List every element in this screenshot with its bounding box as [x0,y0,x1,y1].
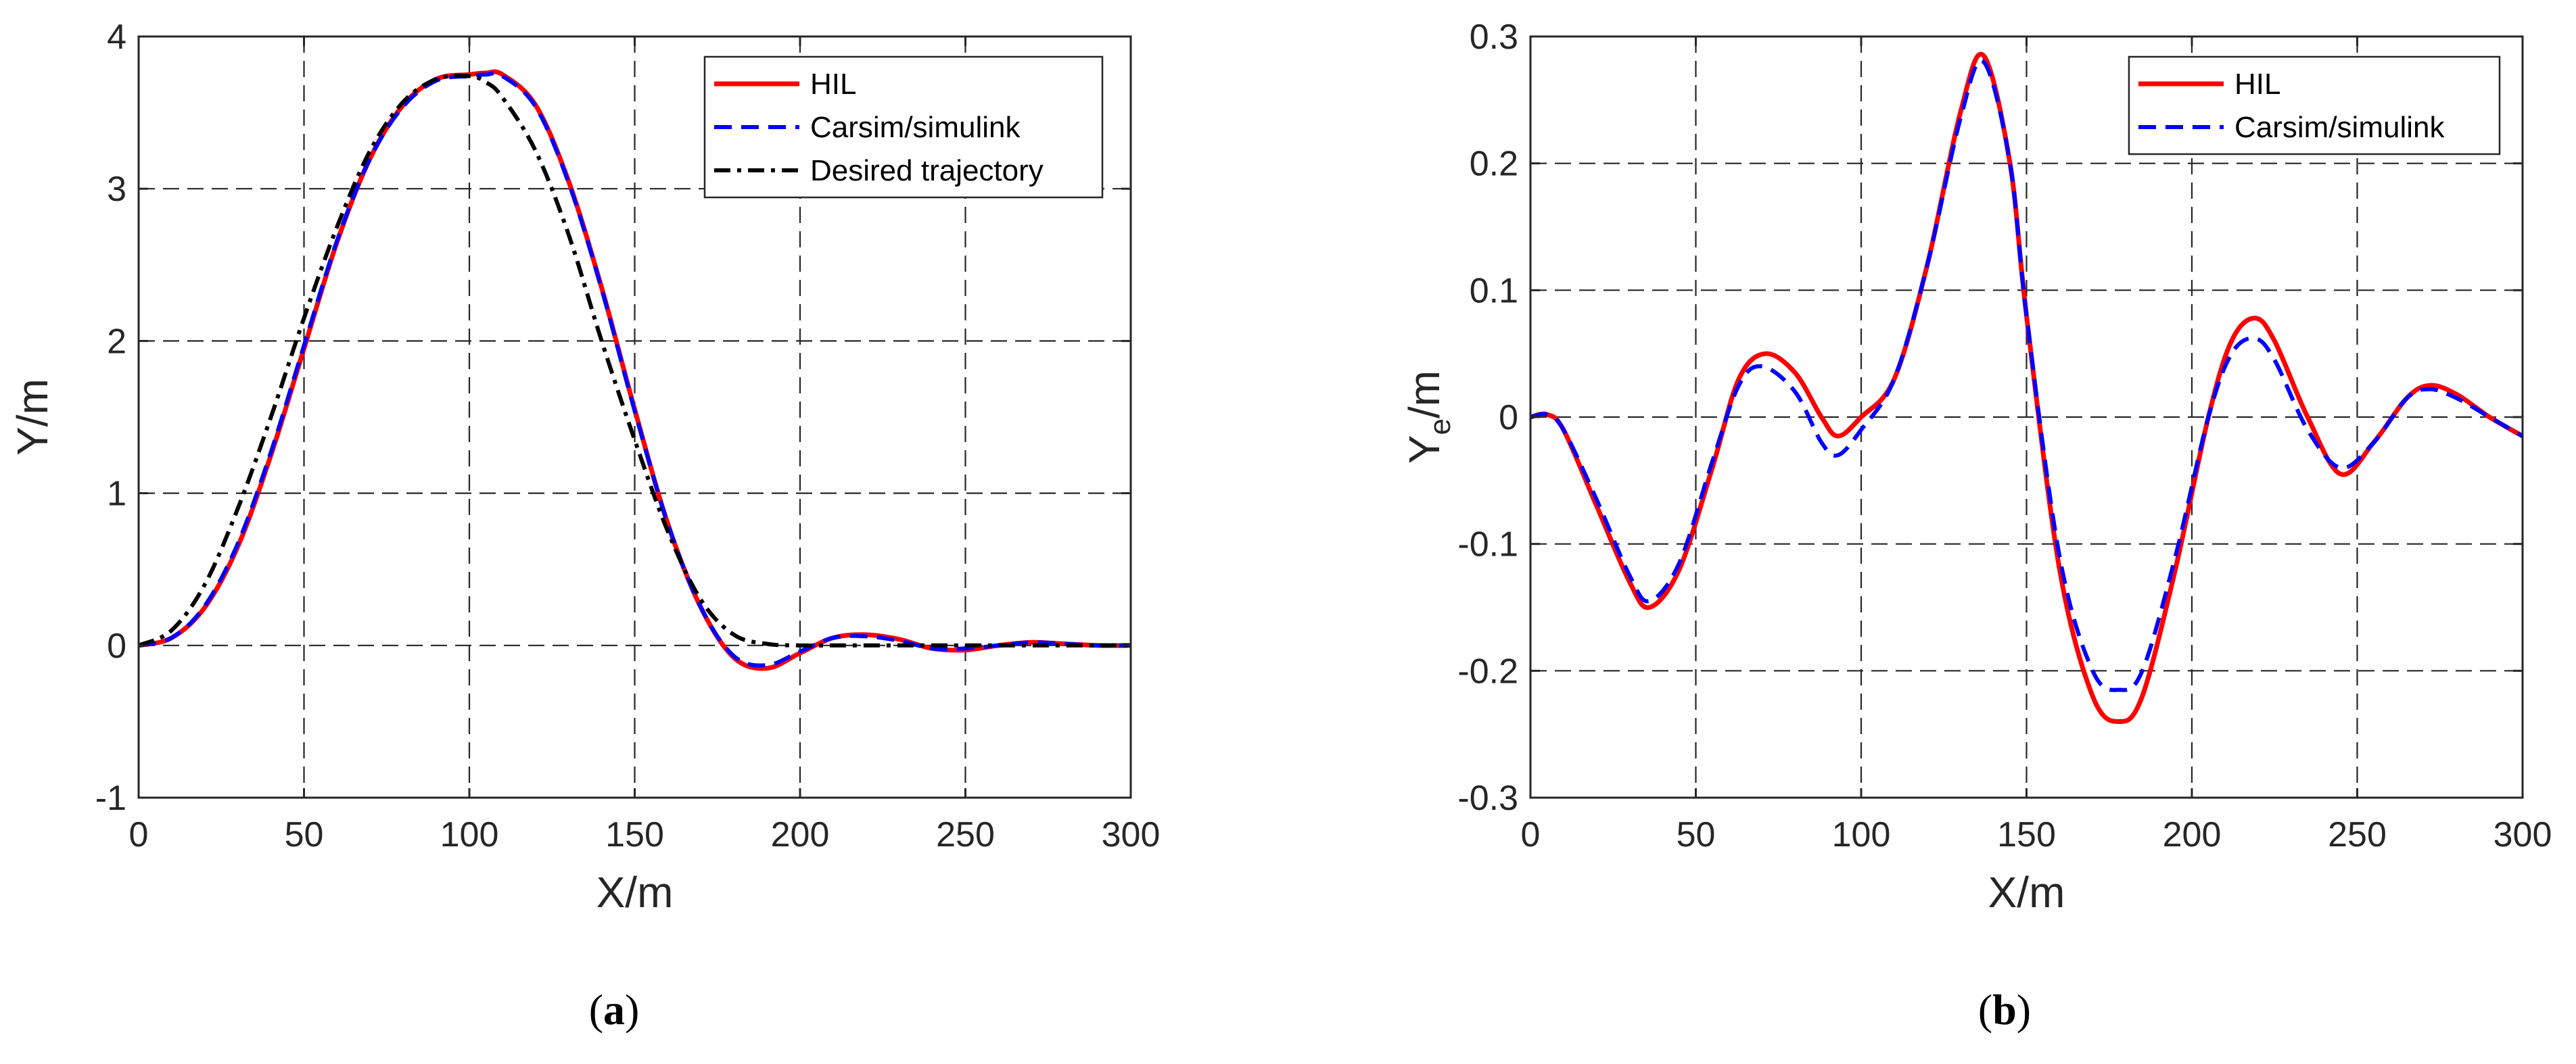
panel-b-chart: 0 50 100 150 200 250 300 -0.3 -0.2 -0.1 0 0.1 0.2 0.3… [1400,18,2552,1034]
panel-a-legend-label-0: HIL [810,68,856,101]
panel-a-x-tick-label: 100 [440,815,499,854]
panel-b-x-tick-label: 300 [2493,815,2552,854]
panel-b-caption: (b) [1978,986,2031,1034]
panel-b-y-axis-label-unit: /m [1400,370,1449,418]
panel-b-y-axis-label-main: Y [1400,435,1449,464]
panel-a-x-tick-label: 300 [1102,815,1161,854]
panel-b-y-tick-label: 0.3 [1470,18,1518,57]
panel-a-caption: (a) [589,986,640,1034]
panel-b-y-tick-label: 0.2 [1470,145,1518,184]
panel-a-series-line-1 [139,71,1131,668]
panel-b-x-tick-label: 150 [1997,815,2056,854]
panel-b-legend-label-0: HIL [2234,68,2280,101]
panel-b-y-tick-label: 0.1 [1470,271,1518,310]
panel-b-y-tick-label: -0.1 [1457,525,1518,564]
panel-a-y-tick-label: 4 [107,18,126,57]
panel-b-x-tick-label: 100 [1832,815,1891,854]
panel-a-legend: HIL Carsim/simulink Desired trajectory [703,55,1104,199]
panel-a-x-tick-label: 0 [129,815,149,854]
panel-a-x-tick-label: 200 [771,815,830,854]
panel-a-legend-label-1: Carsim/simulink [810,111,1021,144]
panel-a-series-line-2 [139,73,1131,648]
panel-a-y-axis-label: Y/m [8,379,57,456]
panel-b-y-axis-label-subscript: e [1424,418,1457,435]
panel-a-x-tick-label: 250 [936,815,995,854]
panel-b-legend: HIL Carsim/simulink [2128,55,2501,155]
panel-a-y-tick-label: 2 [107,322,126,361]
panel-a-y-tick-label: 1 [107,475,126,514]
panel-b-y-axis-label: Ye/m [1400,370,1457,464]
panel-b-x-axis-label: X/m [1988,868,2065,917]
panel-a-x-tick-label: 50 [285,815,324,854]
panel-a-legend-label-2: Desired trajectory [810,154,1044,187]
panel-b-y-tick-label: 0 [1499,398,1518,437]
panel-b-legend-box [2128,55,2501,155]
panel-b-legend-label-1: Carsim/simulink [2234,111,2445,144]
panel-b-ticks: 0 50 100 150 200 250 300 -0.3 -0.2 -0.1 0 0.1 0.2 0.3 [1457,18,2552,854]
panel-b-y-tick-label: -0.2 [1457,652,1518,691]
panel-b-x-tick-label: 50 [1677,815,1716,854]
panel-b-y-tick-label: -0.3 [1457,779,1518,818]
panel-a-y-tick-label: 3 [107,170,126,209]
panel-a-x-axis-label: X/m [596,868,674,917]
panel-b-x-tick-label: 250 [2328,815,2387,854]
panel-a-series [139,69,1131,671]
panel-b-series [1530,51,2523,724]
panel-b-x-tick-label: 0 [1521,815,1541,854]
panel-a-y-tick-label: 0 [107,627,126,666]
panel-b-x-tick-label: 200 [2163,815,2222,854]
panel-a-x-tick-label: 150 [605,815,664,854]
panel-a-y-tick-label: -1 [95,779,126,818]
panel-b-series-line-1 [1530,58,2523,692]
